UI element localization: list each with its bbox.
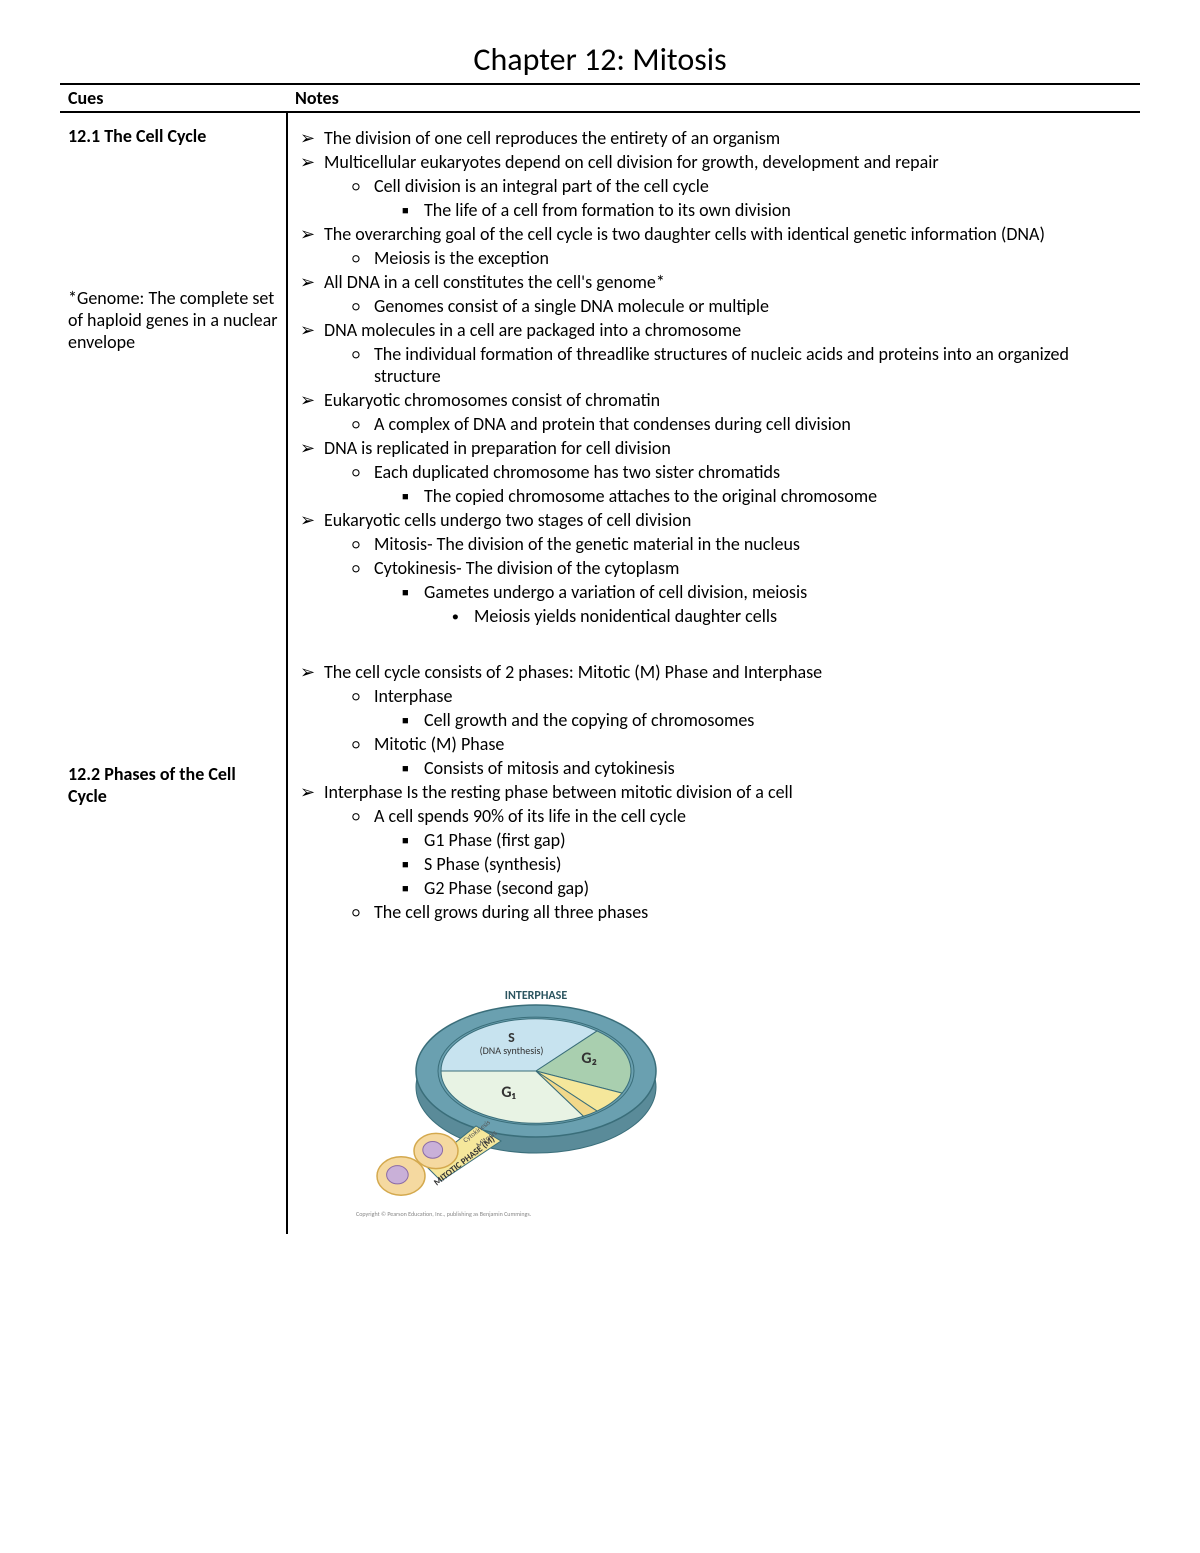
note-item: Mitotic (M) Phase Consists of mitosis an… [352, 733, 1132, 779]
cue-12-1: 12.1 The Cell Cycle [68, 125, 278, 147]
note-item: Cell division is an integral part of the… [352, 175, 1132, 221]
cornell-table: Cues Notes 12.1 The Cell Cycle *Genome: … [60, 83, 1140, 1234]
note-item: Each duplicated chromosome has two siste… [352, 461, 1132, 507]
cues-column: 12.1 The Cell Cycle *Genome: The complet… [60, 112, 287, 1234]
note-item: G2 Phase (second gap) [402, 877, 1132, 899]
cell-cycle-svg: G₁S(DNA synthesis)G₂INTERPHASEMITOTIC PH… [336, 941, 716, 1221]
note-item: Interphase Cell growth and the copying o… [352, 685, 1132, 731]
note-item: Cell growth and the copying of chromosom… [402, 709, 1132, 731]
note-item: DNA molecules in a cell are packaged int… [300, 319, 1132, 387]
cell-cycle-diagram: G₁S(DNA synthesis)G₂INTERPHASEMITOTIC PH… [336, 941, 1132, 1226]
note-item: Genomes consist of a single DNA molecule… [352, 295, 1132, 317]
note-item: Gametes undergo a variation of cell divi… [402, 581, 1132, 627]
cue-genome-def: *Genome: The complete set of haploid gen… [68, 287, 278, 353]
header-cues: Cues [60, 84, 287, 112]
page-title: Chapter 12: Mitosis [60, 40, 1140, 79]
svg-text:(DNA synthesis): (DNA synthesis) [480, 1044, 544, 1057]
note-item: The division of one cell reproduces the … [300, 127, 1132, 149]
svg-text:Copyright © Pearson Education,: Copyright © Pearson Education, Inc., pub… [356, 1210, 532, 1218]
note-item: G1 Phase (first gap) [402, 829, 1132, 851]
note-item: The cell grows during all three phases [352, 901, 1132, 923]
svg-text:G₂: G₂ [581, 1049, 597, 1068]
note-item: Eukaryotic chromosomes consist of chroma… [300, 389, 1132, 435]
note-item: A complex of DNA and protein that conden… [352, 413, 1132, 435]
note-item: DNA is replicated in preparation for cel… [300, 437, 1132, 507]
note-item: Mitosis- The division of the genetic mat… [352, 533, 1132, 555]
note-item: Cytokinesis- The division of the cytopla… [352, 557, 1132, 627]
note-item: S Phase (synthesis) [402, 853, 1132, 875]
notes-column: The division of one cell reproduces the … [287, 112, 1140, 1234]
note-item: Consists of mitosis and cytokinesis [402, 757, 1132, 779]
note-item: The individual formation of threadlike s… [352, 343, 1132, 387]
notes-12-2: The cell cycle consists of 2 phases: Mit… [296, 661, 1132, 923]
note-item: Eukaryotic cells undergo two stages of c… [300, 509, 1132, 627]
svg-text:INTERPHASE: INTERPHASE [505, 989, 568, 1003]
note-item: The cell cycle consists of 2 phases: Mit… [300, 661, 1132, 779]
note-item: Meiosis yields nonidentical daughter cel… [452, 605, 1132, 627]
note-item: Multicellular eukaryotes depend on cell … [300, 151, 1132, 221]
note-item: The life of a cell from formation to its… [402, 199, 1132, 221]
note-item: All DNA in a cell constitutes the cell's… [300, 271, 1132, 317]
notes-12-1: The division of one cell reproduces the … [296, 127, 1132, 627]
header-notes: Notes [287, 84, 1140, 112]
note-item: The overarching goal of the cell cycle i… [300, 223, 1132, 269]
note-item: Interphase Is the resting phase between … [300, 781, 1132, 923]
svg-text:G₁: G₁ [501, 1083, 515, 1102]
note-item: Meiosis is the exception [352, 247, 1132, 269]
note-item: The copied chromosome attaches to the or… [402, 485, 1132, 507]
cue-12-2: 12.2 Phases of the Cell Cycle [68, 763, 278, 807]
note-item: A cell spends 90% of its life in the cel… [352, 805, 1132, 899]
